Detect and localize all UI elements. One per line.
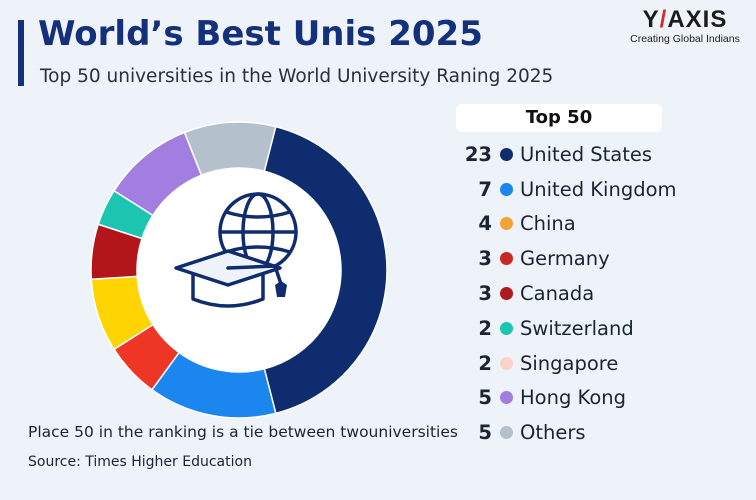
legend-item-switzerland: 2 Switzerland bbox=[455, 311, 677, 346]
source-note: Source: Times Higher Education bbox=[28, 454, 252, 470]
legend-item-hong-kong: 5 Hong Kong bbox=[455, 381, 677, 416]
legend-item-united-states: 23 United States bbox=[455, 137, 677, 172]
legend-label: Germany bbox=[520, 247, 610, 271]
donut-ring bbox=[90, 121, 388, 419]
legend-value: 2 bbox=[478, 316, 492, 340]
legend-label: Switzerland bbox=[520, 316, 634, 340]
page-title: World’s Best Unis 2025 bbox=[38, 14, 483, 54]
legend-label: Singapore bbox=[520, 351, 619, 375]
legend-swatch bbox=[500, 147, 513, 161]
legend-swatch bbox=[500, 287, 513, 301]
legend-swatch bbox=[500, 321, 513, 335]
legend-label: United States bbox=[520, 142, 653, 166]
legend-value: 5 bbox=[478, 421, 492, 445]
footnote: Place 50 in the ranking is a tie between… bbox=[28, 423, 458, 441]
legend-swatch bbox=[500, 252, 513, 266]
title-accent-bar bbox=[18, 20, 24, 86]
legend-item-singapore: 2 Singapore bbox=[455, 346, 677, 381]
legend-swatch bbox=[500, 426, 513, 440]
legend-label: Canada bbox=[520, 282, 595, 306]
legend-swatch bbox=[500, 391, 513, 405]
logo-wordmark: Y/AXIS bbox=[642, 6, 728, 33]
legend-heading: Top 50 bbox=[456, 104, 662, 132]
page-subtitle: Top 50 universities in the World Univers… bbox=[40, 66, 554, 87]
legend-swatch bbox=[500, 182, 513, 196]
legend-item-canada: 3 Canada bbox=[455, 276, 677, 311]
legend-value: 4 bbox=[478, 212, 492, 236]
legend-swatch bbox=[500, 356, 513, 370]
legend-item-united-kingdom: 7 United Kingdom bbox=[455, 172, 677, 207]
legend-value: 5 bbox=[478, 386, 492, 410]
legend-item-germany: 3 Germany bbox=[455, 241, 677, 276]
legend-value: 2 bbox=[478, 351, 492, 375]
legend-label: China bbox=[520, 212, 576, 236]
legend-value: 3 bbox=[478, 247, 492, 271]
legend-value: 23 bbox=[464, 142, 492, 166]
legend-value: 3 bbox=[478, 282, 492, 306]
legend-value: 7 bbox=[478, 177, 492, 201]
brand-logo: Y/AXIS Creating Global Indians bbox=[620, 6, 750, 45]
logo-tagline: Creating Global Indians bbox=[630, 33, 740, 45]
legend-swatch bbox=[500, 217, 513, 231]
legend-label: Others bbox=[520, 421, 586, 445]
donut-chart bbox=[90, 121, 388, 419]
legend-label: Hong Kong bbox=[520, 386, 627, 410]
legend-item-others: 5 Others bbox=[455, 415, 677, 450]
legend-label: United Kingdom bbox=[520, 177, 677, 201]
legend-item-china: 4 China bbox=[455, 207, 677, 242]
graduation-globe-icon bbox=[174, 192, 298, 308]
slice-others bbox=[183, 121, 277, 177]
legend-list: 23 United States 7 United Kingdom 4 China 3 Ger… bbox=[455, 137, 677, 450]
